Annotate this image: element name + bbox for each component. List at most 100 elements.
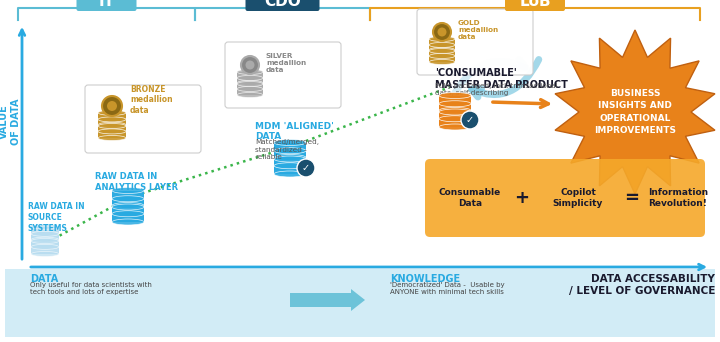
- Ellipse shape: [439, 92, 471, 98]
- FancyBboxPatch shape: [425, 159, 705, 237]
- Ellipse shape: [31, 238, 59, 244]
- Text: ✓: ✓: [466, 115, 474, 125]
- Polygon shape: [112, 207, 144, 222]
- FancyBboxPatch shape: [5, 269, 715, 337]
- Ellipse shape: [98, 110, 126, 115]
- Text: SILVER
medallion
data: SILVER medallion data: [266, 53, 306, 73]
- Circle shape: [102, 96, 122, 116]
- Ellipse shape: [429, 36, 455, 41]
- Text: 'Democratized' Data -  Usable by
ANYONE with minimal tech skills: 'Democratized' Data - Usable by ANYONE w…: [390, 282, 505, 295]
- Circle shape: [438, 27, 446, 37]
- Ellipse shape: [237, 76, 263, 80]
- FancyArrowPatch shape: [451, 60, 526, 100]
- Text: RAW DATA IN
SOURCE
SYSTEMS: RAW DATA IN SOURCE SYSTEMS: [28, 202, 85, 233]
- Ellipse shape: [439, 124, 471, 130]
- Ellipse shape: [274, 163, 306, 169]
- Ellipse shape: [274, 156, 306, 162]
- Polygon shape: [555, 30, 715, 194]
- Text: BRONZE
medallion
data: BRONZE medallion data: [130, 85, 173, 115]
- Ellipse shape: [31, 244, 59, 249]
- Polygon shape: [290, 289, 365, 311]
- Polygon shape: [237, 84, 263, 95]
- Polygon shape: [429, 51, 455, 62]
- Text: MDM 'ALIGNED'
DATA: MDM 'ALIGNED' DATA: [255, 122, 334, 141]
- Ellipse shape: [112, 196, 144, 202]
- Polygon shape: [439, 104, 471, 119]
- FancyBboxPatch shape: [76, 0, 137, 11]
- Text: Fully packaged, incl. transactional
data, self-describing: Fully packaged, incl. transactional data…: [435, 83, 557, 96]
- Ellipse shape: [429, 60, 455, 65]
- Text: Copilot
Simplicity: Copilot Simplicity: [553, 188, 603, 208]
- Polygon shape: [112, 190, 144, 206]
- FancyBboxPatch shape: [225, 42, 341, 108]
- Text: 'CONSUMABLE'
MASTER DATA PRODUCT: 'CONSUMABLE' MASTER DATA PRODUCT: [435, 68, 568, 90]
- FancyArrowPatch shape: [492, 100, 549, 107]
- Ellipse shape: [98, 123, 126, 129]
- Text: Matched/merged,
standardized -
reliable: Matched/merged, standardized - reliable: [255, 139, 319, 160]
- Ellipse shape: [98, 129, 126, 134]
- Text: RAW DATA IN
ANALYTICS LAYER: RAW DATA IN ANALYTICS LAYER: [95, 172, 178, 192]
- Text: VALUE
OF DATA: VALUE OF DATA: [0, 99, 21, 145]
- Ellipse shape: [439, 101, 471, 107]
- Ellipse shape: [274, 140, 306, 145]
- Ellipse shape: [112, 187, 144, 194]
- Circle shape: [246, 61, 254, 69]
- Ellipse shape: [429, 53, 455, 58]
- Text: Information
Revolution!: Information Revolution!: [648, 188, 708, 208]
- Polygon shape: [31, 234, 59, 247]
- Ellipse shape: [274, 155, 306, 160]
- FancyBboxPatch shape: [417, 9, 533, 75]
- Polygon shape: [112, 199, 144, 214]
- Polygon shape: [31, 241, 59, 254]
- Ellipse shape: [237, 80, 263, 86]
- Ellipse shape: [237, 87, 263, 91]
- Polygon shape: [274, 151, 306, 166]
- FancyArrowPatch shape: [472, 60, 539, 97]
- Polygon shape: [237, 78, 263, 89]
- Text: BUSINESS
INSIGHTS AND
OPERATIONAL
IMPROVEMENTS: BUSINESS INSIGHTS AND OPERATIONAL IMPROV…: [594, 89, 676, 135]
- Text: =: =: [624, 189, 639, 207]
- Ellipse shape: [439, 109, 471, 115]
- Ellipse shape: [112, 202, 144, 209]
- Polygon shape: [98, 119, 126, 131]
- Ellipse shape: [98, 117, 126, 122]
- Ellipse shape: [98, 135, 126, 141]
- Ellipse shape: [274, 148, 306, 154]
- Ellipse shape: [237, 69, 263, 75]
- Text: +: +: [515, 189, 529, 207]
- FancyBboxPatch shape: [246, 0, 320, 11]
- Polygon shape: [237, 72, 263, 83]
- Ellipse shape: [98, 122, 126, 127]
- Polygon shape: [31, 227, 59, 240]
- Ellipse shape: [439, 107, 471, 114]
- FancyBboxPatch shape: [505, 0, 565, 11]
- Polygon shape: [439, 112, 471, 127]
- Ellipse shape: [237, 81, 263, 87]
- Text: KNOWLEDGE: KNOWLEDGE: [390, 274, 460, 284]
- Text: GOLD
medallion
data: GOLD medallion data: [458, 20, 498, 40]
- Ellipse shape: [31, 224, 59, 229]
- Polygon shape: [429, 45, 455, 56]
- Ellipse shape: [237, 92, 263, 97]
- Text: LoB: LoB: [519, 0, 551, 9]
- Circle shape: [433, 23, 451, 41]
- Ellipse shape: [31, 237, 59, 242]
- Ellipse shape: [274, 171, 306, 177]
- Text: DATA: DATA: [30, 274, 58, 284]
- Ellipse shape: [31, 251, 59, 256]
- Ellipse shape: [429, 42, 455, 48]
- Circle shape: [297, 159, 315, 177]
- Circle shape: [107, 101, 117, 111]
- Ellipse shape: [112, 219, 144, 225]
- Polygon shape: [274, 159, 306, 174]
- Polygon shape: [98, 126, 126, 138]
- Ellipse shape: [31, 231, 59, 236]
- Text: IT: IT: [99, 0, 114, 9]
- Circle shape: [241, 56, 259, 74]
- Text: CDO: CDO: [264, 0, 301, 9]
- Polygon shape: [98, 113, 126, 125]
- Ellipse shape: [112, 204, 144, 210]
- Polygon shape: [274, 143, 306, 158]
- FancyBboxPatch shape: [85, 85, 201, 153]
- Text: Only useful for data scientists with
tech tools and lots of expertise: Only useful for data scientists with tec…: [30, 282, 152, 295]
